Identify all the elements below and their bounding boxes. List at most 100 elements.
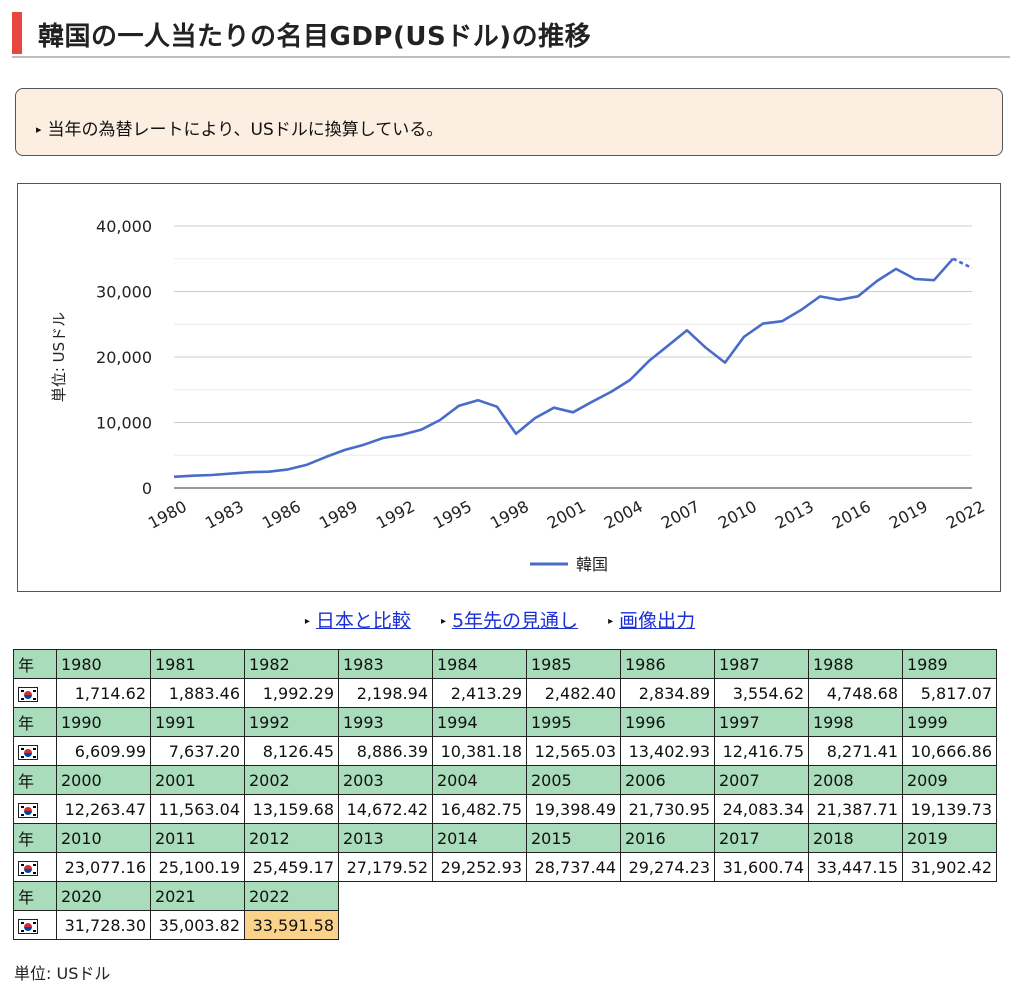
table-value-row: 6,609.99 7,637.20 8,126.45 8,886.39 10,381.1…	[13, 736, 997, 766]
year-cell: 1994	[432, 707, 527, 737]
data-point	[514, 432, 518, 436]
x-tick-label: 2013	[772, 497, 817, 533]
link-bullet-icon: ▸	[440, 616, 446, 627]
year-cell: 1989	[902, 649, 997, 679]
trigram-icon	[33, 805, 36, 808]
trigram-icon	[21, 697, 24, 700]
year-cell: 1995	[526, 707, 621, 737]
data-point	[571, 410, 575, 414]
trigram-icon	[33, 813, 36, 816]
gdp-value-cell: 13,159.68	[244, 794, 339, 824]
table-year-row: 年 1990 1991 1992 1993 1994 1995 1996 1997 1998 199…	[13, 707, 997, 737]
link-bullet-icon: ▸	[608, 616, 614, 627]
data-point	[704, 346, 708, 350]
trigram-icon	[21, 813, 24, 816]
gdp-value-cell: 31,902.42	[902, 852, 997, 882]
trigram-icon	[21, 921, 24, 924]
data-point	[400, 433, 404, 437]
year-cell: 1981	[150, 649, 245, 679]
note-text: 当年の為替レートにより、USドルに換算している。	[47, 120, 444, 140]
year-cell: 1996	[620, 707, 715, 737]
gdp-value-cell: 11,563.04	[150, 794, 245, 824]
page-title: 韓国の一人当たりの名目GDP(USドル)の推移	[38, 22, 592, 52]
gdp-value-cell: 29,274.23	[620, 852, 715, 882]
y-tick-label: 30,000	[96, 283, 152, 302]
taegeuk-icon	[24, 690, 32, 699]
year-cell: 1982	[244, 649, 339, 679]
data-point	[951, 257, 955, 261]
data-point	[362, 443, 366, 447]
south-korea-flag-icon	[18, 686, 38, 702]
gdp-value-cell: 33,591.58	[244, 910, 339, 940]
chart-panel: 0 10,000 20,000 30,000 40,000 単位: USドル 1980 198…	[17, 183, 1001, 592]
series-line-korea	[173, 257, 954, 479]
year-cell: 2009	[902, 765, 997, 795]
gdp-value-cell: 6,609.99	[56, 736, 151, 766]
data-point	[685, 328, 689, 332]
year-cell: 1991	[150, 707, 245, 737]
table-year-row: 年 2010 2011 2012 2013 2014 2015 2016 2017 2018 201…	[13, 823, 997, 853]
data-point	[343, 448, 347, 452]
year-cell: 2003	[338, 765, 433, 795]
year-cell: 2006	[620, 765, 715, 795]
year-cell: 2007	[714, 765, 809, 795]
year-cell: 1993	[338, 707, 433, 737]
data-point	[191, 474, 195, 478]
trigram-icon	[33, 697, 36, 700]
gdp-data-table: 年 1980 1981 1982 1983 1984 1985 1986 1987 1988 198…	[13, 649, 997, 940]
year-header-label: 年	[13, 765, 57, 795]
x-tick-label: 2001	[544, 497, 589, 533]
south-korea-flag-icon	[18, 918, 38, 934]
x-tick-label: 2016	[829, 497, 874, 533]
gdp-value-cell: 8,271.41	[808, 736, 903, 766]
south-korea-flag-icon	[18, 802, 38, 818]
data-point	[837, 298, 841, 302]
year-cell: 1985	[526, 649, 621, 679]
data-point	[438, 418, 442, 422]
trigram-icon	[33, 929, 36, 932]
trigram-icon	[33, 921, 36, 924]
gdp-value-cell: 28,737.44	[526, 852, 621, 882]
section-header: 韓国の一人当たりの名目GDP(USドル)の推移	[12, 12, 1010, 58]
five-year-outlook-link[interactable]: 5年先の見通し	[451, 610, 579, 632]
year-cell: 2018	[808, 823, 903, 853]
data-point	[248, 470, 252, 474]
x-tick-label: 1986	[259, 497, 304, 533]
year-cell: 1990	[56, 707, 151, 737]
gdp-value-cell: 5,817.07	[902, 678, 997, 708]
year-cell: 2022	[244, 881, 339, 911]
data-point	[305, 463, 309, 467]
gdp-value-cell: 35,003.82	[150, 910, 245, 940]
year-cell: 1992	[244, 707, 339, 737]
year-cell: 1997	[714, 707, 809, 737]
x-tick-label: 2022	[943, 497, 988, 533]
gdp-value-cell: 4,748.68	[808, 678, 903, 708]
image-export-link[interactable]: 画像出力	[619, 610, 696, 632]
x-tick-label: 2007	[658, 497, 703, 533]
trigram-icon	[21, 747, 24, 750]
gdp-value-cell: 2,834.89	[620, 678, 715, 708]
note-box: ▸ 当年の為替レートにより、USドルに換算している。	[15, 88, 1003, 156]
year-cell: 2001	[150, 765, 245, 795]
country-flag-cell	[13, 852, 57, 882]
gdp-value-cell: 3,554.62	[714, 678, 809, 708]
gdp-value-cell: 2,413.29	[432, 678, 527, 708]
table-value-row: 12,263.47 11,563.04 13,159.68 14,672.42 16,4…	[13, 794, 997, 824]
compare-with-japan-link[interactable]: 日本と比較	[315, 610, 411, 632]
data-point	[590, 400, 594, 404]
gdp-line-chart: 0 10,000 20,000 30,000 40,000 単位: USドル 1980 198…	[50, 217, 988, 574]
taegeuk-icon	[24, 806, 32, 815]
gdp-value-cell: 16,482.75	[432, 794, 527, 824]
data-point	[457, 404, 461, 408]
gdp-value-cell: 13,402.93	[620, 736, 715, 766]
gdp-value-cell: 31,728.30	[56, 910, 151, 940]
trigram-icon	[33, 755, 36, 758]
country-flag-cell	[13, 910, 57, 940]
gdp-value-cell: 1,992.29	[244, 678, 339, 708]
data-point	[818, 294, 822, 298]
gdp-value-cell: 1,883.46	[150, 678, 245, 708]
gdp-value-cell: 21,387.71	[808, 794, 903, 824]
data-point	[286, 467, 290, 471]
title-accent-bar	[12, 12, 22, 54]
taegeuk-icon	[24, 922, 32, 931]
